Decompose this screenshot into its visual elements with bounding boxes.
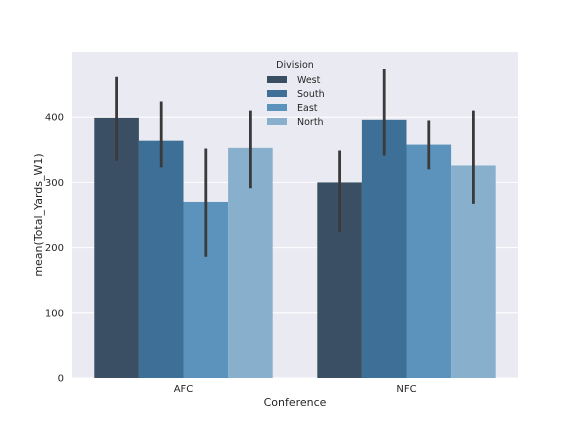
legend-label-north: North (297, 117, 324, 128)
legend-swatch-west (267, 76, 287, 83)
legend-label-south: South (297, 89, 325, 100)
legend-label-east: East (297, 103, 318, 114)
legend-title: Division (276, 60, 314, 71)
bar-afc-west (94, 117, 139, 379)
y-tick-label: 300 (45, 178, 64, 189)
x-ticks: AFC NFC (174, 384, 417, 395)
x-tick-label: AFC (174, 384, 194, 395)
y-tick-label: 400 (45, 113, 64, 124)
bar-nfc-south (361, 119, 407, 379)
y-ticks: 0 100 200 300 400 (45, 113, 64, 385)
legend-swatch-north (267, 118, 287, 125)
y-tick-label: 200 (45, 243, 64, 254)
x-tick-label: NFC (396, 384, 416, 395)
legend-swatch-south (267, 90, 287, 97)
legend-label-west: West (297, 75, 321, 86)
legend: Division West South East North (267, 60, 325, 128)
x-axis-label: Conference (264, 396, 327, 409)
y-tick-label: 100 (45, 308, 64, 319)
bar-nfc-east (406, 144, 452, 378)
legend-swatch-east (267, 104, 287, 111)
y-tick-label: 0 (58, 374, 64, 385)
bars (94, 117, 496, 379)
error-bars (115, 68, 475, 257)
bar-afc-south (138, 140, 184, 378)
y-axis-label: mean(Total_Yards_W1) (32, 153, 45, 276)
